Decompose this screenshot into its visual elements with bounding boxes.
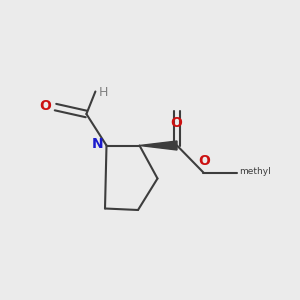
Text: O: O xyxy=(170,116,182,130)
Text: N: N xyxy=(92,137,103,151)
Text: O: O xyxy=(198,154,210,168)
Text: H: H xyxy=(98,85,108,99)
Text: methyl: methyl xyxy=(239,167,271,176)
Text: O: O xyxy=(39,100,51,113)
Polygon shape xyxy=(140,141,177,150)
